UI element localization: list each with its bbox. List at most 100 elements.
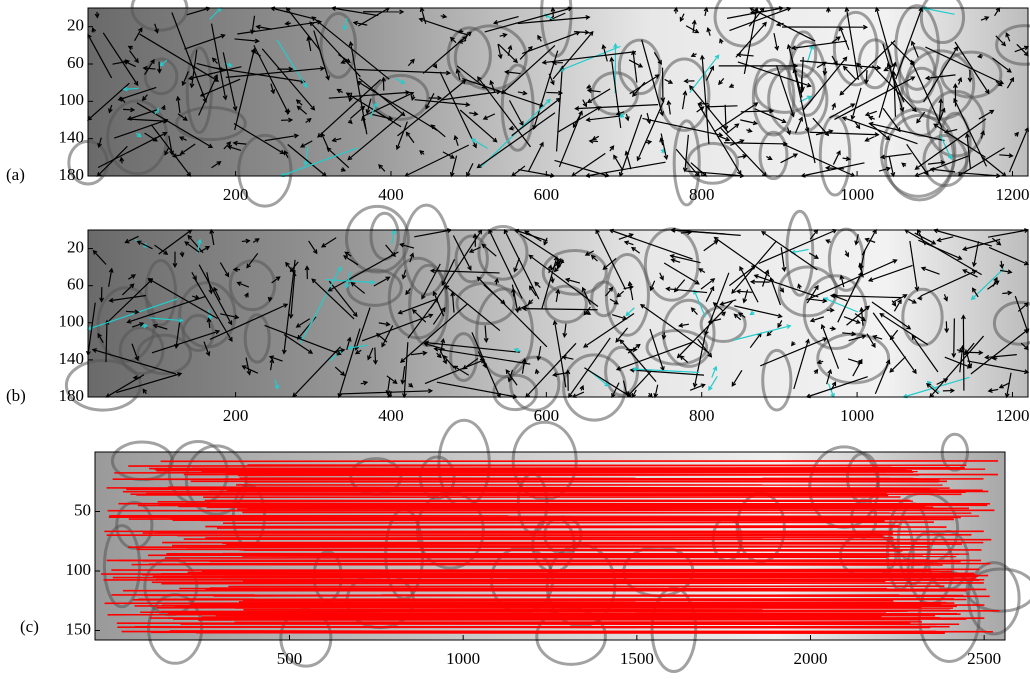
arrow xyxy=(87,34,113,79)
arrow-head xyxy=(425,104,430,110)
arrow xyxy=(469,246,481,253)
droplet xyxy=(699,305,747,344)
arrow xyxy=(443,355,455,369)
arrow-head xyxy=(156,68,162,74)
arrow xyxy=(725,123,739,135)
arrow xyxy=(118,86,157,101)
arrow-head xyxy=(911,299,917,304)
arrow-head xyxy=(325,75,330,81)
arrow xyxy=(126,310,139,313)
x-tick-label: 2000 xyxy=(793,649,827,668)
arrow xyxy=(203,341,210,356)
arrow-head xyxy=(897,298,902,304)
arrow-head xyxy=(178,317,184,323)
arrow-head xyxy=(304,265,310,271)
arrow-head xyxy=(179,136,185,141)
arrow xyxy=(681,91,687,110)
arrow-head xyxy=(1007,269,1013,275)
arrow-head xyxy=(400,111,406,117)
arrow-head xyxy=(142,65,148,71)
arrow-head xyxy=(613,42,618,48)
arrow-head xyxy=(527,45,533,51)
arrow xyxy=(361,314,433,342)
arrow-head xyxy=(952,83,958,89)
arrow xyxy=(584,367,632,398)
arrow xyxy=(331,7,379,17)
x-tick-label: 1000 xyxy=(840,185,874,204)
arrow xyxy=(809,298,827,302)
arrow xyxy=(733,325,791,341)
arrow-head xyxy=(320,132,326,138)
arrow xyxy=(378,164,386,172)
arrow-head xyxy=(320,242,327,248)
arrow-head xyxy=(477,76,482,82)
arrow xyxy=(831,55,838,66)
arrow-head xyxy=(923,170,929,176)
arrow xyxy=(177,96,181,114)
arrow xyxy=(861,229,877,256)
arrow xyxy=(158,61,161,73)
arrow-head xyxy=(228,336,233,342)
arrow-head xyxy=(336,88,342,94)
arrow-head xyxy=(378,164,383,169)
arrow-head xyxy=(831,102,837,108)
droplet xyxy=(992,300,1030,346)
arrow-head xyxy=(586,84,592,89)
match-line xyxy=(171,544,894,548)
arrow xyxy=(159,59,168,67)
arrow-head xyxy=(993,276,998,282)
arrow-head xyxy=(891,70,897,77)
arrow xyxy=(488,229,523,299)
arrow xyxy=(869,122,945,142)
y-tick-label: 150 xyxy=(66,619,92,638)
arrow xyxy=(611,314,627,320)
arrow-head xyxy=(861,334,867,340)
match-line xyxy=(154,625,937,629)
arrow-head xyxy=(824,165,831,171)
droplet xyxy=(455,281,516,326)
arrow xyxy=(436,381,517,398)
arrow xyxy=(791,248,809,254)
arrow-head xyxy=(719,301,725,306)
arrow xyxy=(829,103,855,119)
arrow xyxy=(693,333,707,387)
arrow xyxy=(980,131,985,139)
arrow-head xyxy=(194,294,200,300)
arrow-head xyxy=(348,96,353,103)
arrow xyxy=(406,132,415,144)
arrow xyxy=(311,278,355,320)
arrow-head xyxy=(504,69,510,75)
arrow-head xyxy=(649,286,655,292)
x-tick-label: 400 xyxy=(378,185,404,204)
arrow xyxy=(642,117,723,136)
arrow xyxy=(625,151,632,170)
arrow xyxy=(714,102,758,132)
arrow xyxy=(713,302,724,312)
match-line xyxy=(146,492,962,496)
arrow-head xyxy=(162,131,168,137)
arrow xyxy=(958,147,1005,177)
arrow-head xyxy=(926,382,932,388)
arrow-head xyxy=(639,303,646,309)
match-line xyxy=(223,477,914,480)
arrow-head xyxy=(984,16,990,21)
arrow xyxy=(707,28,711,36)
match-line xyxy=(160,609,1000,613)
arrow-head xyxy=(536,355,542,362)
arrow-head xyxy=(347,119,353,125)
arrow-head xyxy=(172,262,178,269)
arrow xyxy=(663,262,700,285)
arrow xyxy=(953,98,988,167)
arrow-head xyxy=(283,303,289,308)
arrow xyxy=(237,282,250,288)
arrow-head xyxy=(825,239,831,244)
axes-frame xyxy=(94,451,1006,641)
arrow xyxy=(213,287,221,301)
arrow xyxy=(892,294,907,303)
arrow-head xyxy=(97,332,102,338)
arrow-head xyxy=(336,350,342,356)
arrow-head xyxy=(284,109,290,115)
droplet xyxy=(672,119,701,207)
y-tick-label: 180 xyxy=(59,386,85,405)
arrow-head xyxy=(661,334,667,340)
